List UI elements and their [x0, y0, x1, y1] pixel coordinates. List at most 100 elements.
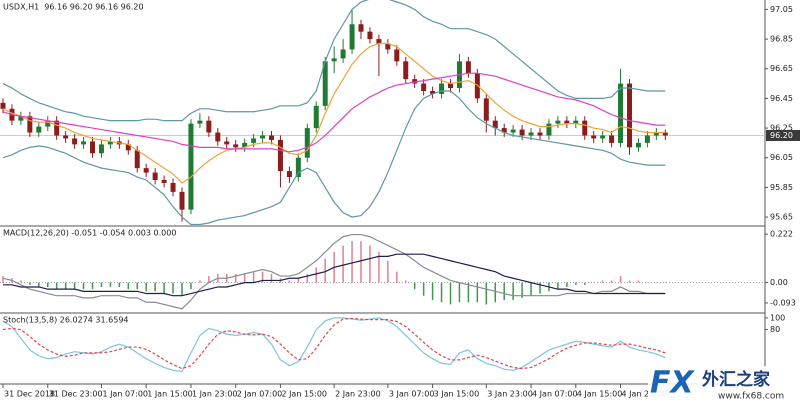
candle-body — [313, 105, 319, 129]
candle-body — [501, 128, 507, 133]
histogram-bar — [664, 282, 667, 284]
histogram-bar — [628, 280, 631, 283]
candle-body — [152, 172, 158, 180]
indicator-line — [2, 0, 666, 122]
candle-body — [161, 179, 167, 183]
candle-body — [0, 102, 6, 109]
candle-body — [36, 126, 42, 133]
candle-body — [537, 132, 543, 136]
histogram-bar — [458, 282, 461, 303]
x-tick-label: 3 Jan 07:00 — [389, 390, 435, 399]
candle-body — [448, 83, 453, 89]
candle-body — [492, 120, 498, 129]
panel — [2, 317, 666, 373]
candle-body — [188, 123, 194, 210]
histogram-bar — [592, 282, 595, 284]
candle-body — [170, 182, 176, 192]
histogram-bar — [503, 282, 505, 301]
watermark-url: www.fx68.com — [718, 392, 784, 402]
candle-body — [98, 144, 104, 154]
candle-body — [421, 83, 427, 91]
candle-body — [358, 24, 364, 32]
candle-body — [635, 142, 641, 148]
candle-body — [179, 191, 185, 210]
x-tick-label: 4 Jan 15:00 — [577, 390, 623, 399]
histogram-bar — [378, 252, 380, 283]
candle-body — [510, 129, 516, 133]
candle-body — [125, 144, 131, 151]
candle-body — [224, 141, 230, 145]
candle-body — [277, 139, 283, 172]
histogram-bar — [2, 276, 4, 283]
histogram-bar — [154, 282, 156, 292]
histogram-bar — [91, 282, 94, 290]
histogram-bar — [467, 282, 470, 303]
candle-body — [662, 132, 668, 136]
histogram-bar — [109, 282, 112, 287]
histogram-bar — [100, 282, 103, 287]
indicator-line — [2, 90, 666, 225]
indicator-line — [2, 233, 666, 310]
panel-title: Stoch(13,5,8) 26.0274 31.6594 — [3, 316, 129, 325]
y-tick-label: -0.093 — [770, 298, 796, 307]
panel-title: USDX,H1 96.16 96.20 96.16 96.20 — [3, 3, 144, 12]
y-tick-label: 80 — [770, 325, 780, 334]
candle-body — [394, 49, 400, 62]
candle-body — [340, 49, 346, 59]
candle-body — [322, 61, 328, 106]
histogram-bar — [172, 282, 174, 294]
indicator-line — [2, 317, 666, 370]
candle-body — [609, 135, 615, 143]
candle-body — [206, 120, 212, 133]
histogram-bar — [73, 282, 76, 290]
histogram-bar — [449, 282, 452, 305]
candle-body — [483, 98, 489, 121]
candle-body — [564, 120, 570, 124]
histogram-bar — [413, 282, 416, 290]
y-tick-label: 100 — [770, 313, 785, 322]
histogram-bar — [431, 282, 434, 301]
histogram-bar — [494, 282, 496, 303]
watermark-name: 外汇之家 — [702, 369, 770, 390]
histogram-bar — [243, 273, 246, 283]
candle-body — [45, 120, 51, 127]
candle-body — [143, 168, 149, 173]
candle-body — [233, 144, 239, 148]
candle-body — [591, 135, 597, 139]
x-tick-label: 2 Jan 23:00 — [335, 390, 381, 399]
histogram-bar — [297, 278, 300, 283]
histogram-bar — [539, 282, 541, 294]
histogram-bar — [646, 282, 649, 284]
histogram-bar — [351, 241, 353, 283]
histogram-bar — [637, 280, 640, 283]
candle-body — [54, 120, 60, 136]
candle-body — [573, 120, 579, 124]
x-tick-label: 2 Jan 07:00 — [237, 390, 283, 399]
histogram-bar — [118, 282, 121, 287]
histogram-bar — [190, 282, 192, 290]
candle-body — [269, 135, 274, 140]
histogram-bar — [315, 267, 317, 283]
candle-body — [134, 150, 140, 169]
indicator-line — [2, 72, 666, 153]
candle-body — [430, 90, 436, 94]
candle-body — [653, 132, 659, 136]
current-price-label: 96.20 — [770, 131, 793, 140]
candle-body — [403, 61, 409, 80]
histogram-bar — [575, 282, 577, 285]
candle-body — [260, 135, 266, 139]
histogram-bar — [485, 282, 488, 305]
candle-body — [465, 61, 471, 74]
histogram-bar — [64, 282, 67, 290]
panel — [0, 233, 765, 310]
candle-body — [546, 123, 552, 136]
candle-body — [242, 142, 248, 148]
candle-body — [90, 141, 95, 154]
candle-body — [27, 116, 33, 133]
y-tick-label: 96.45 — [770, 94, 793, 103]
histogram-bar — [360, 241, 362, 283]
histogram-bar — [530, 282, 532, 296]
y-tick-label: 0.222 — [770, 230, 793, 239]
